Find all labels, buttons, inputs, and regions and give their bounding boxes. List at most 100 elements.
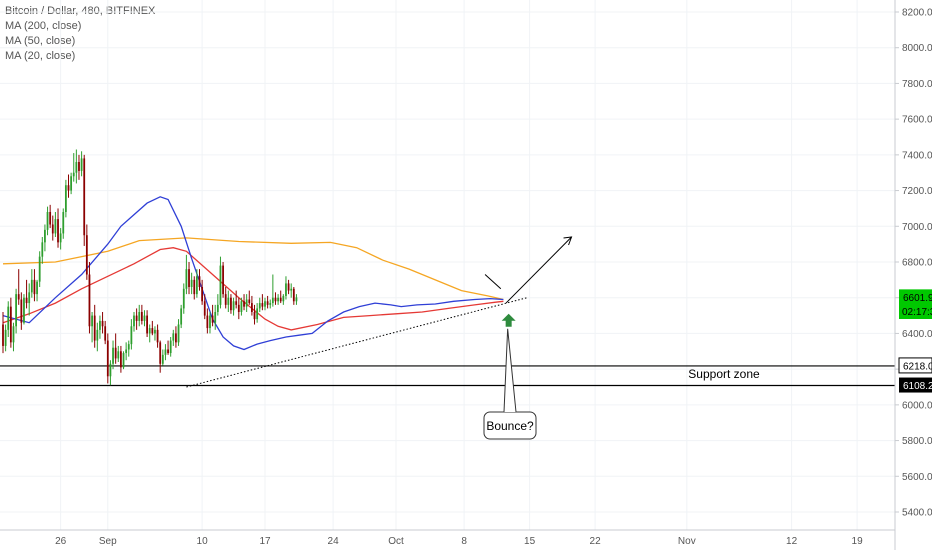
candle-body (156, 329, 159, 343)
candle (201, 279, 204, 305)
candle-body (46, 212, 49, 230)
candle (266, 295, 269, 309)
candle-body (4, 329, 7, 346)
candle-body (146, 315, 148, 334)
candle-body (287, 283, 290, 291)
candle (80, 151, 83, 177)
last-price-box: 6601.9 (899, 289, 932, 307)
candle (264, 297, 266, 311)
last-price-bg (899, 289, 932, 307)
candle (177, 319, 180, 346)
candle-body (164, 349, 167, 355)
price-tick-label: 5600.0 (902, 472, 932, 483)
candle (269, 299, 272, 309)
candle (295, 294, 298, 305)
candle-body (198, 276, 201, 287)
candle (101, 312, 104, 334)
candle (224, 287, 227, 309)
candle-body (177, 324, 180, 343)
candle (292, 287, 295, 305)
candle (156, 324, 159, 348)
candle (185, 254, 188, 295)
candle (190, 272, 193, 295)
candle (83, 154, 86, 246)
candle-body (70, 176, 73, 191)
candle-body (190, 279, 193, 287)
candle (88, 262, 91, 334)
candle (282, 294, 285, 305)
candle-body (232, 301, 235, 311)
ma20-line (2, 196, 504, 351)
candle (232, 297, 235, 316)
candle-body (188, 269, 190, 287)
candle-body (99, 320, 101, 330)
candle (117, 345, 120, 362)
candle-body (172, 333, 175, 341)
candle (12, 322, 15, 352)
price-tick-label: 5400.0 (902, 508, 932, 519)
bounce-callout: Bounce? (483, 411, 537, 440)
candle-body (9, 306, 12, 343)
candle-body (159, 342, 162, 364)
candle (148, 324, 151, 343)
support-low-label: 6108.2 (903, 381, 932, 392)
support-low-bg (899, 377, 932, 393)
candle-body (235, 301, 238, 305)
candle-body (41, 242, 44, 257)
candle-body (51, 224, 54, 234)
candle-body (104, 326, 107, 341)
candle-body (67, 185, 70, 191)
candle (203, 294, 206, 320)
candle (261, 294, 264, 311)
legend-symbol: Bitcoin / Dollar, 480, BITFINEX (5, 5, 156, 17)
candle (51, 215, 54, 241)
candle (2, 312, 4, 354)
candle-body (12, 326, 15, 343)
candle-body (203, 301, 206, 316)
trendline-short (484, 274, 502, 290)
candle-body (25, 297, 28, 304)
candle (112, 340, 114, 370)
support-high-box: 6218.0 (898, 357, 932, 374)
support-high-bg (898, 357, 932, 374)
candle (151, 320, 154, 336)
bounce-callout-label: Bounce? (486, 419, 534, 433)
date-tick-label: 10 (197, 536, 209, 547)
candle (198, 269, 201, 291)
candle-body (93, 315, 96, 341)
candle-body (216, 304, 219, 312)
candle-body (195, 276, 198, 295)
candle (44, 224, 46, 252)
candle (227, 290, 230, 312)
candle (7, 301, 10, 337)
candle (143, 310, 146, 327)
candle-body (261, 303, 264, 307)
candle (193, 276, 196, 300)
trendline-dotted (186, 297, 528, 388)
candle (59, 228, 62, 250)
candle (99, 315, 101, 339)
price-tick-label: 6800.0 (902, 258, 932, 269)
candle-body (167, 349, 169, 354)
candle-body (23, 297, 25, 323)
candle-body (251, 303, 253, 312)
candle-body (274, 297, 277, 302)
price-tick-label: 8000.0 (902, 43, 932, 54)
candle (54, 212, 57, 237)
countdown-label: 02:17:31 (902, 307, 932, 318)
candle (209, 312, 211, 334)
candle-body (15, 294, 17, 327)
candle-body (245, 299, 248, 307)
candle (114, 333, 117, 364)
candle (164, 344, 167, 361)
candle-body (117, 351, 120, 359)
candle-body (169, 340, 172, 354)
candle-body (292, 288, 295, 302)
candle (75, 149, 78, 184)
candle (133, 312, 135, 332)
candle-body (264, 301, 266, 307)
candle-body (36, 281, 38, 295)
candle (109, 360, 112, 386)
